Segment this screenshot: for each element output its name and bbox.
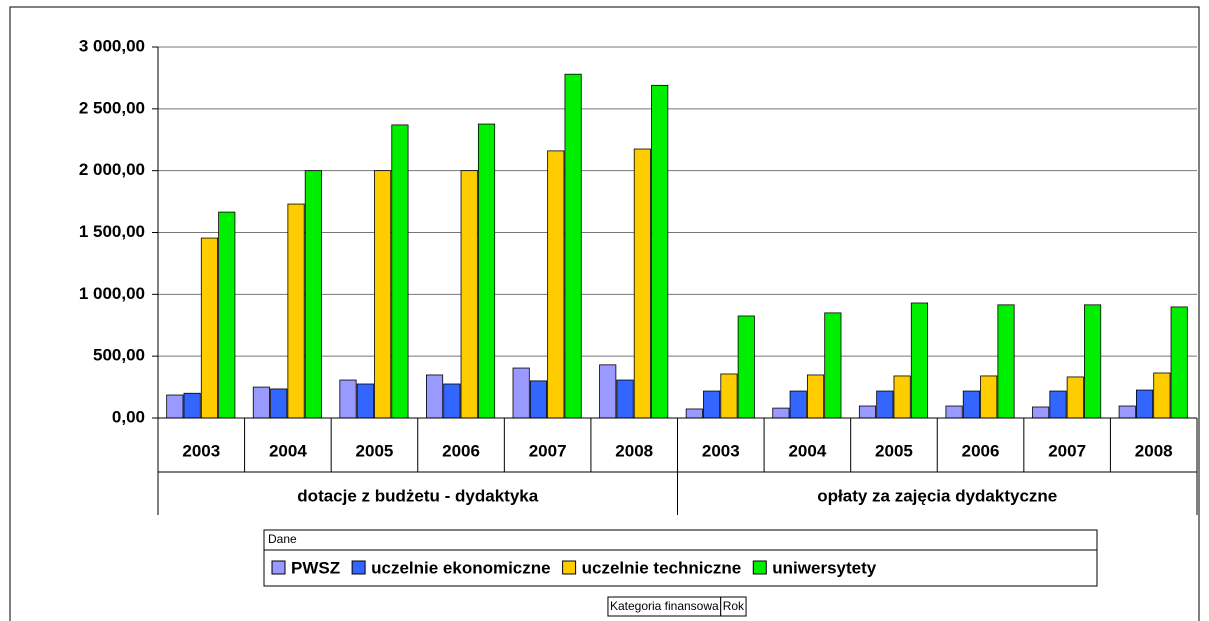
bar [824,312,842,419]
bar [512,367,530,419]
bar [1084,304,1102,419]
legend-label: uczelnie ekonomiczne [371,558,551,577]
bar [564,73,582,419]
bar [599,364,617,419]
bar [426,374,444,419]
x-tick-label: 2005 [356,441,394,460]
bar [529,380,548,419]
bar [391,124,409,419]
y-tick-label: 0,00 [112,407,145,426]
y-tick-label: 3 000,00 [79,36,145,55]
bar [806,374,825,419]
bar [477,123,496,419]
legend-marker [271,560,286,575]
bar [651,84,669,419]
y-tick-label: 1 500,00 [79,222,145,241]
bar [772,407,790,419]
legend-title: Dane [268,532,297,546]
x-tick-label: 2008 [615,441,653,460]
bar [1032,406,1050,419]
bar [374,170,392,419]
field-button-label: Kategoria finansowa [610,599,719,613]
bar [304,170,322,419]
bar [270,388,288,419]
x-tick-label: 2003 [702,441,740,460]
bar [443,383,461,419]
legend-marker [752,560,767,575]
bar [633,148,651,419]
x-tick-label: 2003 [182,441,220,460]
bar [1153,372,1171,419]
bar [789,390,807,419]
bar [356,383,374,419]
bar [1170,306,1188,419]
bar [218,211,236,419]
x-tick-label: 2007 [1048,441,1086,460]
bar [200,237,219,419]
field-button-label: Rok [723,599,745,613]
bar [1118,405,1136,419]
legend-box [263,529,1098,587]
chart-border [9,6,1200,621]
x-tick-label: 2006 [442,441,480,460]
x-tick-label: 2005 [875,441,913,460]
bar [1049,390,1067,419]
group-label: opłaty za zajęcia dydaktyczne [817,486,1057,505]
y-tick-label: 500,00 [93,346,145,365]
x-tick-label: 2007 [529,441,567,460]
x-tick-label: 2008 [1135,441,1173,460]
x-tick-label: 2004 [788,441,826,460]
bar [547,150,565,419]
bar [1066,376,1084,419]
bar [183,392,201,419]
y-tick-label: 2 000,00 [79,160,145,179]
legend-label: PWSZ [291,558,340,577]
bar [945,405,963,419]
y-tick-label: 2 500,00 [79,98,145,117]
bar [460,170,478,419]
bar [997,304,1015,419]
legend-label: uczelnie techniczne [582,558,742,577]
bar [252,386,270,419]
legend-marker [562,560,577,575]
x-tick-label: 2004 [269,441,307,460]
bar [166,394,184,419]
x-tick-label: 2006 [962,441,1000,460]
bar [287,203,305,419]
bar [720,373,738,419]
bar [893,375,911,419]
group-label: dotacje z budżetu - dydaktyka [297,486,538,505]
legend-label: uniwersytety [772,558,876,577]
bar [685,408,703,419]
bar [980,375,998,419]
bar [339,379,357,419]
legend-marker [351,560,366,575]
bar [876,390,894,419]
y-tick-label: 1 000,00 [79,284,145,303]
bar [703,390,721,419]
bar [910,302,928,419]
bar [737,315,755,419]
bar [858,405,877,419]
bar [962,390,980,419]
field-button [720,596,747,617]
bar [616,379,634,419]
bar [1135,389,1154,419]
